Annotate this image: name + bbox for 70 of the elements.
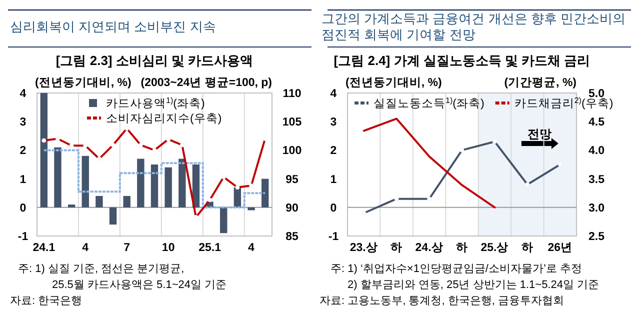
- x-tick-label: 4: [82, 242, 90, 254]
- x-tick-label: 25.상: [480, 241, 509, 254]
- y2-axis-title: (기간평균, %): [504, 76, 577, 89]
- bar: [164, 167, 172, 208]
- bar: [192, 164, 200, 208]
- text: 자료: 고용노동부, 통계청, 한국은행, 금융투자협회: [320, 295, 564, 307]
- chart-subtitle: [그림 2.3] 소비심리 및 카드사용액: [56, 53, 254, 68]
- x-tick-label: 24.상: [415, 241, 444, 254]
- bar: [150, 164, 158, 208]
- y2-tick-label: 4.0: [588, 145, 604, 158]
- y-tick-label: 2: [20, 145, 26, 158]
- y-tick-label: 0: [330, 202, 337, 214]
- text: 2) 할부금리와 연동, 25년 상반기는 1.1~5.24일 기준: [348, 279, 600, 291]
- y2-tick-label: 2.5: [588, 231, 606, 243]
- y-tick-label: 4: [330, 88, 338, 100]
- y2-axis-title: (2003~24년 평균=100, p): [140, 76, 272, 89]
- legend-label: 실질노동소득$^{1)}$(좌축): [374, 96, 484, 110]
- x-tick-label: 25.1: [198, 242, 222, 254]
- text: 주: 1) 실질 기준, 점선은 분기평균,: [18, 263, 184, 275]
- y-tick-label: 1: [330, 174, 338, 186]
- bar: [109, 207, 117, 225]
- y-tick-label: 0: [20, 202, 26, 214]
- legend-label: 카드사용액$^{1)}$(좌축): [106, 96, 205, 110]
- y-axis-title: (전년동기대비, %): [346, 76, 442, 89]
- bar: [220, 207, 228, 234]
- x-tick-label: 4: [248, 242, 256, 254]
- y-tick-label: 4: [20, 88, 27, 100]
- y2-tick-label: 85: [286, 231, 299, 243]
- text: 25.5월 카드사용액은 5.1~24일 기준: [52, 279, 227, 291]
- text: 주: 1) ‘취업자수×1인당평균임금/소비자물가’로 추정: [330, 263, 582, 275]
- x-tick-label: 7: [124, 242, 130, 254]
- y2-tick-label: 90: [286, 202, 298, 214]
- y2-tick-label: 110: [282, 88, 302, 100]
- text: 자료: 한국은행: [10, 295, 82, 307]
- bar: [123, 196, 130, 208]
- chart-title: 그간의 가계소득과 금융여건 개선은 향후 민간소비의 점진적 회복에 기여할 전망: [322, 11, 626, 42]
- band-label: 전망: [527, 127, 552, 141]
- x-tick-label: 하: [521, 241, 534, 254]
- bar: [96, 196, 103, 208]
- x-tick-label: 하: [456, 241, 468, 254]
- y2-tick-label: 105: [282, 116, 302, 129]
- y-tick-label: -1: [328, 231, 340, 243]
- x-tick-label: 26년: [548, 241, 573, 254]
- x-tick-label: 하: [390, 241, 403, 254]
- y2-tick-label: 95: [286, 174, 299, 186]
- y2-tick-label: 4.5: [588, 116, 606, 129]
- y-tick-label: 1: [20, 174, 27, 186]
- bar: [248, 207, 255, 210]
- y2-tick-label: 3.0: [588, 202, 604, 214]
- y-axis-title: (전년동기대비, %): [35, 76, 132, 89]
- y-tick-label: 3: [20, 116, 26, 129]
- y-tick-label: 2: [330, 145, 337, 158]
- bar: [137, 158, 144, 208]
- bar: [261, 178, 269, 208]
- x-tick-label: 24.1: [32, 242, 56, 254]
- bar: [82, 156, 89, 208]
- chart-subtitle: [그림 2.4] 가계 실질노동소득 및 카드채 금리: [334, 53, 590, 68]
- bar: [54, 147, 62, 208]
- y2-tick-label: 3.5: [588, 174, 606, 186]
- bar: [178, 158, 186, 208]
- y-tick-label: -1: [18, 231, 29, 243]
- x-tick-label: 23.상: [350, 241, 378, 254]
- chart-title: 심리회복이 지연되며 소비부진 지속: [10, 19, 216, 34]
- bar: [40, 93, 48, 208]
- legend-label: 소비자심리지수(우축): [106, 112, 222, 125]
- line-series: [362, 118, 496, 208]
- y2-tick-label: 100: [282, 145, 302, 158]
- x-tick-label: 10: [162, 242, 175, 254]
- bar: [68, 204, 76, 208]
- y-tick-label: 3: [330, 116, 337, 129]
